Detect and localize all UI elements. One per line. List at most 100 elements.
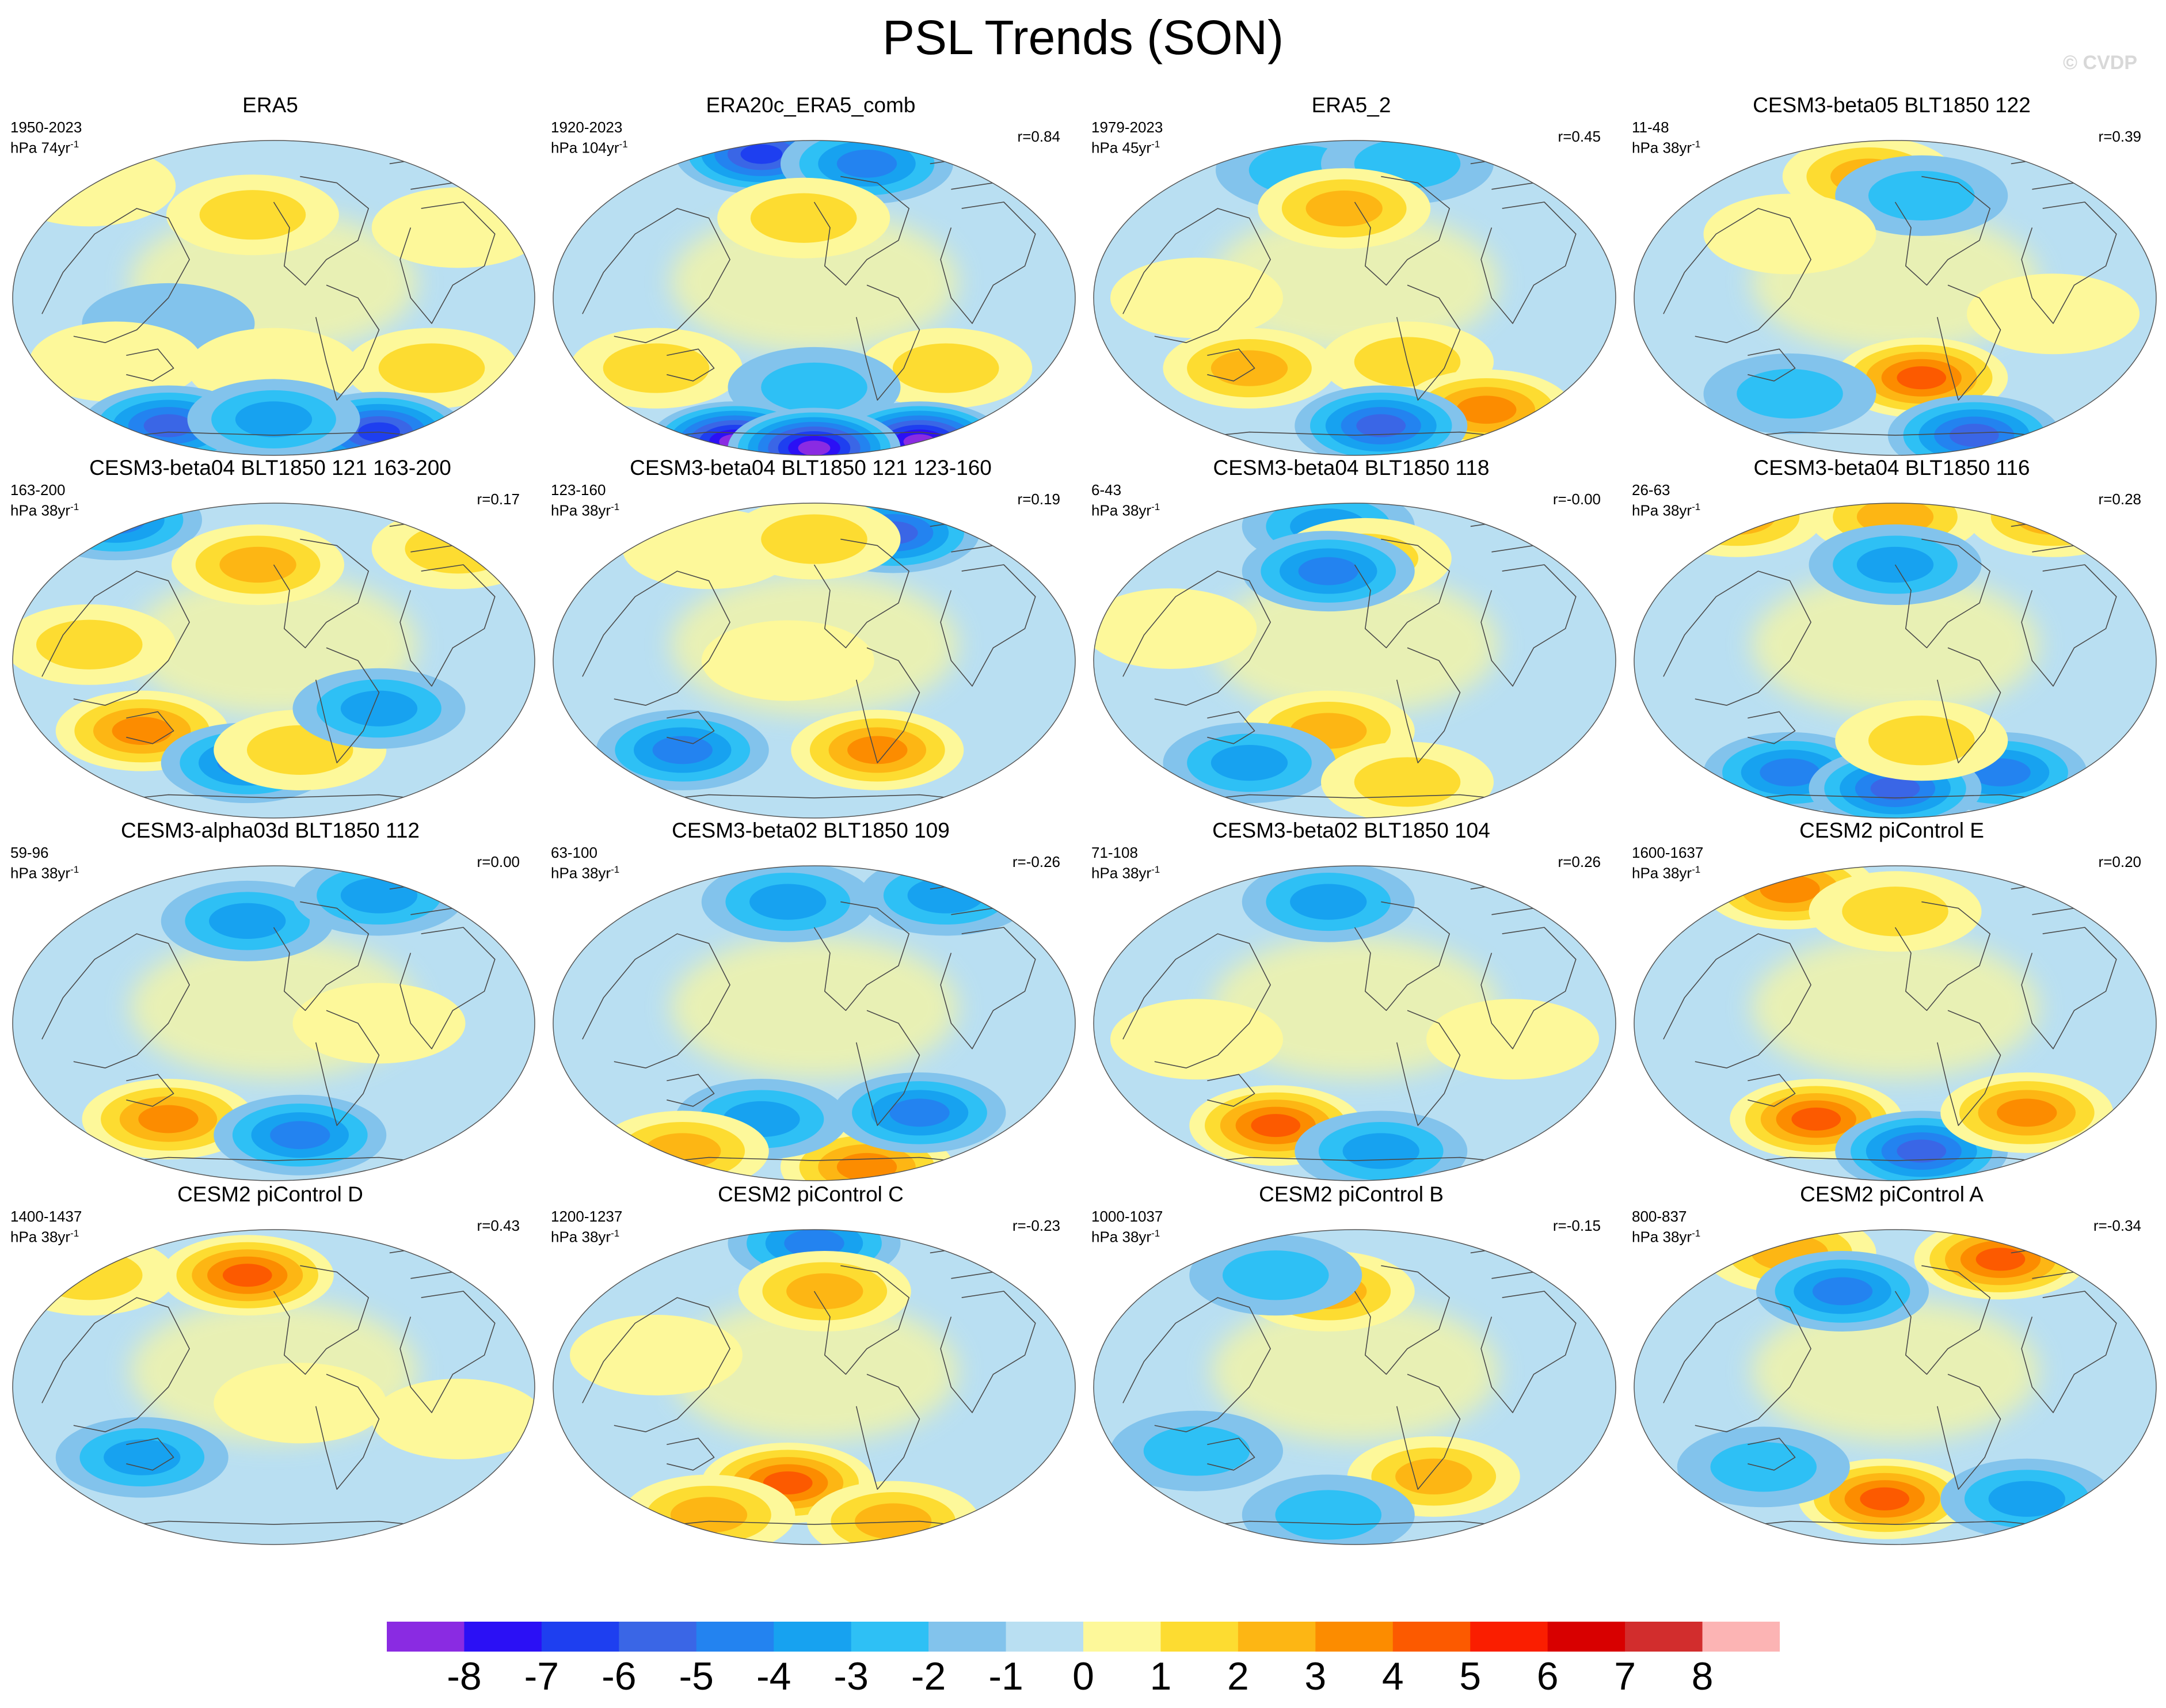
trend-anomaly	[603, 343, 710, 393]
trend-anomaly	[1298, 557, 1358, 585]
panel-correlation: r=-0.34	[2093, 1217, 2141, 1234]
map-outline	[1634, 1229, 2157, 1545]
map-outline	[553, 503, 1076, 819]
panel-title: CESM3-beta02 BLT1850 104	[1212, 819, 1490, 842]
panel-correlation: r=0.28	[2098, 490, 2141, 508]
panel-correlation: r=0.17	[477, 490, 520, 508]
coastline	[855, 647, 920, 763]
coastline	[1480, 564, 1577, 687]
trend-map	[1093, 1229, 1616, 1545]
coastline	[1396, 284, 1461, 401]
trend-anomaly	[199, 190, 306, 240]
coastline	[273, 538, 370, 649]
trend-field	[1094, 140, 1616, 455]
trend-anomaly	[104, 1439, 181, 1475]
panel-correlation: r=0.19	[1017, 490, 1060, 508]
panel-title: CESM2 piControl D	[177, 1182, 363, 1206]
trend-map	[1093, 503, 1616, 819]
map-outline	[1093, 865, 1616, 1181]
trend-anomaly	[340, 877, 418, 914]
coastline	[813, 901, 910, 1011]
panel-years: 123-160	[551, 481, 606, 499]
colorbar-swatch	[387, 1622, 465, 1652]
coastline	[1936, 284, 2001, 401]
coastline	[2021, 927, 2117, 1049]
trend-anomaly	[892, 343, 999, 393]
map-outline	[553, 865, 1076, 1181]
trend-anomaly	[1860, 1487, 1910, 1511]
panel-units: hPa 104yr-1	[551, 139, 628, 157]
coastline	[1894, 176, 1991, 286]
colorbar-swatch	[1625, 1622, 1703, 1652]
trend-field	[1094, 1230, 1616, 1545]
trend-map	[553, 1229, 1076, 1545]
map-panel: ERA20c_ERA5_comb 1920-2023 hPa 104yr-1 r=0.…	[540, 92, 1081, 458]
coastline	[41, 570, 190, 706]
map-outline	[1093, 140, 1616, 456]
trend-anomaly	[222, 1264, 272, 1287]
map-panel: CESM2 piControl E 1600-1637 hPa 38yr-1 r=0.…	[1621, 817, 2162, 1183]
coastline	[2021, 1291, 2117, 1413]
trend-anomaly	[371, 1379, 535, 1459]
trend-anomaly	[1737, 368, 1843, 419]
coastline	[273, 901, 370, 1011]
panel-units: hPa 38yr-1	[10, 501, 79, 519]
coastline	[940, 201, 1036, 324]
coastline	[1207, 1437, 1255, 1471]
colorbar-tick-label: -5	[679, 1654, 714, 1698]
trend-anomaly	[1426, 999, 1599, 1080]
trend-anomaly	[836, 150, 897, 178]
trend-field	[13, 503, 535, 818]
colorbar-tick-label: 2	[1227, 1654, 1249, 1698]
coastline	[399, 564, 496, 687]
trend-anomaly	[1354, 757, 1461, 807]
coastline	[1122, 570, 1271, 706]
trend-anomaly	[1967, 273, 2140, 355]
trend-map	[12, 865, 535, 1181]
trend-anomaly	[270, 1121, 330, 1150]
coastline	[315, 1374, 380, 1490]
coastline	[1354, 538, 1451, 649]
map-panel: CESM2 piControl D 1400-1437 hPa 38yr-1 r=0.…	[0, 1181, 540, 1547]
trend-anomaly	[1275, 1490, 1382, 1540]
trend-anomaly	[1812, 1277, 1873, 1306]
trend-map	[12, 1229, 535, 1545]
coastline	[1207, 711, 1255, 744]
trend-anomaly	[1222, 1250, 1329, 1300]
panel-title: CESM2 piControl A	[1800, 1182, 1984, 1206]
trend-anomaly	[143, 414, 193, 438]
coastline	[1936, 647, 2001, 763]
coastline	[813, 1265, 910, 1375]
coastline	[1396, 1010, 1461, 1126]
colorbar-tick-label: 7	[1614, 1654, 1636, 1698]
trend-anomaly	[798, 440, 831, 455]
trend-map	[553, 865, 1076, 1181]
trend-map	[1634, 503, 2157, 819]
trend-anomaly	[786, 1273, 863, 1310]
trend-anomaly	[378, 343, 485, 393]
panel-units: hPa 38yr-1	[1632, 1228, 1701, 1246]
panel-title: CESM3-beta04 BLT1850 121 163-200	[89, 456, 451, 480]
trend-map	[12, 503, 535, 819]
trend-field	[553, 140, 1075, 455]
trend-anomaly	[29, 321, 202, 402]
trend-map	[553, 140, 1076, 456]
panel-years: 800-837	[1632, 1208, 1687, 1225]
trend-anomaly	[652, 736, 713, 764]
coastline	[1396, 647, 1461, 763]
trend-anomaly	[701, 620, 874, 701]
panel-units: hPa 38yr-1	[551, 864, 620, 882]
map-panel: ERA5_2 1979-2023 hPa 45yr-1 r=0.45	[1081, 92, 1621, 458]
trend-field	[1634, 866, 2156, 1181]
map-panel: CESM3-beta02 BLT1850 104 71-108 hPa 38yr-1…	[1081, 817, 1621, 1183]
coastline	[1207, 348, 1255, 382]
coastline	[582, 933, 730, 1069]
trend-anomaly	[1094, 588, 1257, 669]
trend-anomaly	[1988, 1481, 2065, 1517]
panel-correlation: r=-0.00	[1552, 490, 1601, 508]
map-panel: CESM3-beta04 BLT1850 116 26-63 hPa 38yr-1 r…	[1621, 455, 2162, 820]
colorbar-tick-label: 6	[1536, 1654, 1559, 1698]
coastline	[1122, 1297, 1271, 1433]
trend-anomaly	[836, 1152, 897, 1181]
coastline	[1748, 1437, 1796, 1471]
